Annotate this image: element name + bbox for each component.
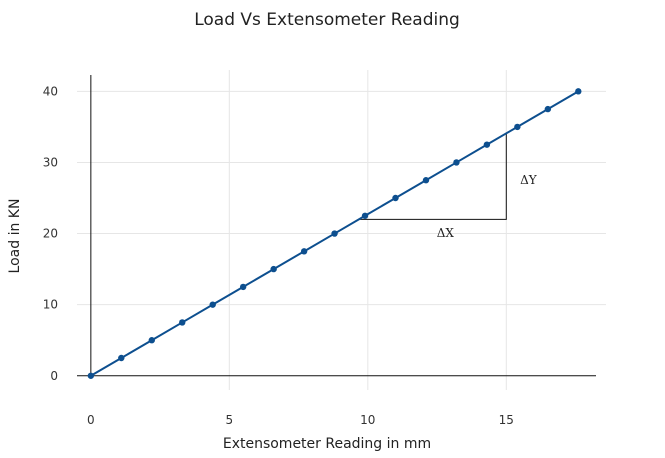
x-tick-label: 10 bbox=[360, 413, 375, 427]
data-point bbox=[179, 319, 186, 326]
y-tick-label: 30 bbox=[43, 155, 58, 169]
data-point bbox=[331, 230, 338, 237]
y-tick-label: 20 bbox=[43, 227, 58, 241]
data-point bbox=[87, 372, 95, 379]
x-tick-label: 5 bbox=[226, 413, 234, 427]
data-point bbox=[270, 265, 277, 273]
data-point bbox=[361, 212, 369, 219]
x-tick-label: 0 bbox=[87, 413, 95, 427]
data-point bbox=[239, 283, 247, 291]
series-layer bbox=[87, 88, 582, 379]
annotation-label: ΔX bbox=[437, 226, 455, 240]
tick-labels: 0 5 10 15 0 10 20 30 40 bbox=[43, 84, 514, 427]
y-tick-label: 10 bbox=[43, 298, 58, 312]
y-tick-label: 0 bbox=[50, 369, 58, 383]
data-point bbox=[544, 105, 552, 113]
data-point bbox=[575, 88, 582, 95]
slope-triangle bbox=[359, 132, 507, 220]
data-point bbox=[422, 177, 430, 184]
data-point bbox=[118, 354, 125, 362]
x-tick-label: 15 bbox=[499, 413, 514, 427]
y-axis-title: Load in KN bbox=[7, 199, 23, 274]
x-axis-title: Extensometer Reading in mm bbox=[223, 436, 431, 452]
annotation-layer: ΔY ΔX bbox=[359, 132, 538, 240]
data-point bbox=[209, 301, 216, 308]
y-tick-label: 40 bbox=[43, 84, 58, 98]
data-point bbox=[453, 159, 460, 166]
data-point bbox=[300, 248, 308, 255]
data-point bbox=[148, 337, 155, 344]
data-point bbox=[483, 141, 491, 148]
data-point bbox=[514, 123, 521, 131]
chart-title: Load Vs Extensometer Reading bbox=[194, 10, 460, 30]
annotation-label: ΔY bbox=[520, 173, 538, 187]
grid bbox=[77, 70, 606, 390]
data-point bbox=[392, 194, 399, 202]
axes bbox=[77, 75, 596, 377]
